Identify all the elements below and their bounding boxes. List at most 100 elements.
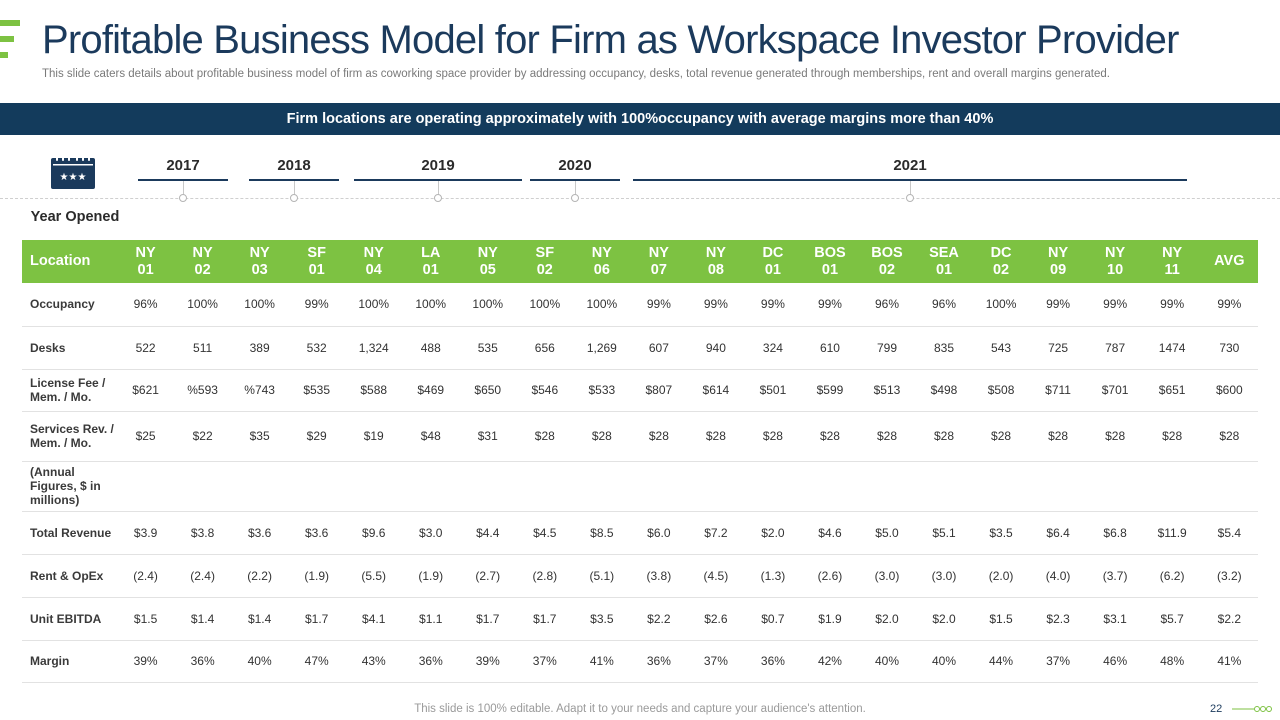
row-label: Services Rev. / Mem. / Mo. [22, 411, 118, 462]
table-row: Margin 39% 36% 40% 47% 43% 36% 39% 37% 41% 36% 37% 3… [22, 640, 1258, 683]
year-label: 2020 [558, 157, 592, 174]
table-cell: $650 [459, 369, 517, 412]
table-cell: $28 [915, 411, 973, 462]
table-cell: 40% [858, 640, 916, 683]
table-cell: (2.7) [459, 554, 517, 598]
year-marker [179, 194, 187, 202]
table-cell: $28 [1143, 411, 1201, 462]
table-cell: $6.4 [1029, 511, 1087, 555]
table-cell: (3.7) [1086, 554, 1144, 598]
table-cell: 940 [687, 326, 745, 370]
table-cell: $3.8 [174, 511, 232, 555]
year-label: 2017 [166, 157, 200, 174]
table-cell: $1.1 [402, 597, 460, 641]
table-cell: $1.4 [174, 597, 232, 641]
financial-table: Location NY 01 NY 02 NY 03 SF 01 NY 04 LA 01 NY 05 SF 02… [22, 240, 1258, 683]
row-label: Rent & OpEx [22, 554, 118, 598]
table-cell: $599 [801, 369, 859, 412]
year-marker [906, 194, 914, 202]
svg-text:★★★: ★★★ [60, 172, 87, 183]
banner-text: Firm locations are operating approximate… [286, 111, 994, 127]
table-cell: 511 [174, 326, 232, 370]
location-column-header: DC 01 [744, 240, 802, 283]
table-cell: 535 [459, 326, 517, 370]
location-column-header: NY 01 [117, 240, 175, 283]
table-cell: 725 [1029, 326, 1087, 370]
table-cell: 99% [744, 283, 802, 327]
table-cell: %593 [174, 369, 232, 412]
year-underline [249, 179, 339, 181]
table-cell: 99% [687, 283, 745, 327]
table-cell: $5.4 [1200, 511, 1258, 555]
table-cell: 36% [744, 640, 802, 683]
table-cell: $28 [630, 411, 688, 462]
table-cell: $28 [1200, 411, 1258, 462]
table-cell [516, 461, 574, 512]
accent-bar-bottom [0, 52, 8, 58]
table-cell [915, 461, 973, 512]
location-column-header: NY 05 [459, 240, 517, 283]
table-cell: 607 [630, 326, 688, 370]
table-cell: $48 [402, 411, 460, 462]
location-header: Location [22, 240, 118, 283]
table-cell: $4.1 [345, 597, 403, 641]
table-cell: (3.0) [915, 554, 973, 598]
table-cell: $600 [1200, 369, 1258, 412]
table-cell: $0.7 [744, 597, 802, 641]
table-cell: $8.5 [573, 511, 631, 555]
table-row: (Annual Figures, $ in millions) [22, 461, 1258, 512]
timeline-axis [0, 198, 1280, 199]
table-cell: $2.6 [687, 597, 745, 641]
table-cell [744, 461, 802, 512]
table-cell: $701 [1086, 369, 1144, 412]
table-cell: $3.5 [972, 511, 1030, 555]
table-cell: $651 [1143, 369, 1201, 412]
table-cell: $4.5 [516, 511, 574, 555]
table-cell: $1.4 [231, 597, 289, 641]
year-connector [575, 181, 576, 195]
table-cell: 36% [174, 640, 232, 683]
row-label: Margin [22, 640, 118, 683]
table-cell: $28 [1029, 411, 1087, 462]
row-label: License Fee / Mem. / Mo. [22, 369, 118, 412]
table-cell: (3.2) [1200, 554, 1258, 598]
table-cell [573, 461, 631, 512]
year-underline [354, 179, 522, 181]
table-cell: $546 [516, 369, 574, 412]
table-cell: $5.1 [915, 511, 973, 555]
table-cell [687, 461, 745, 512]
year-connector [294, 181, 295, 195]
table-row: Total Revenue $3.9 $3.8 $3.6 $3.6 $9.6 $3.0 $4.… [22, 511, 1258, 555]
table-cell [1200, 461, 1258, 512]
table-cell: (4.0) [1029, 554, 1087, 598]
table-cell: $28 [516, 411, 574, 462]
table-cell [117, 461, 175, 512]
accent-bar-middle [0, 36, 14, 42]
table-cell: 522 [117, 326, 175, 370]
table-cell: $7.2 [687, 511, 745, 555]
year-2017: 2017 [138, 157, 228, 202]
table-cell: 99% [288, 283, 346, 327]
table-cell: $28 [972, 411, 1030, 462]
table-cell: %743 [231, 369, 289, 412]
year-connector [183, 181, 184, 195]
location-column-header: NY 03 [231, 240, 289, 283]
table-cell: $535 [288, 369, 346, 412]
year-marker [571, 194, 579, 202]
table-cell: $711 [1029, 369, 1087, 412]
year-label: 2019 [421, 157, 455, 174]
table-cell: (1.9) [402, 554, 460, 598]
table-row: Unit EBITDA $1.5 $1.4 $1.4 $1.7 $4.1 $1.1 $1.7 $… [22, 597, 1258, 641]
table-cell: 40% [915, 640, 973, 683]
table-cell: $501 [744, 369, 802, 412]
table-cell: 44% [972, 640, 1030, 683]
table-cell: (2.4) [117, 554, 175, 598]
table-cell: 787 [1086, 326, 1144, 370]
table-cell: $2.3 [1029, 597, 1087, 641]
table-cell [231, 461, 289, 512]
table-cell: 43% [345, 640, 403, 683]
table-cell: $807 [630, 369, 688, 412]
table-cell: (2.6) [801, 554, 859, 598]
year-2019: 2019 [354, 157, 522, 202]
table-cell: 100% [174, 283, 232, 327]
